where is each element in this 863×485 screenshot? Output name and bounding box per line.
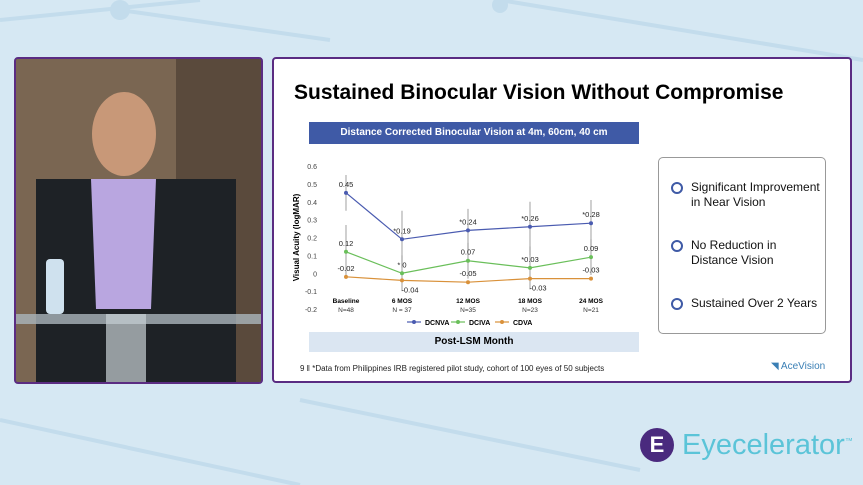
y-tick-label: 0.6	[307, 164, 317, 171]
legend-marker	[456, 320, 460, 324]
x-tick-n: N=35	[460, 307, 476, 314]
page-number: 9	[300, 364, 305, 373]
data-point	[589, 276, 593, 281]
acevision-logo: ◥ AceVision	[771, 361, 826, 372]
footnote-text: *Data from Philippines IRB registered pi…	[312, 364, 605, 373]
key-points-panel: Significant Improvement in Near Vision N…	[658, 157, 826, 334]
bullet-item: No Reduction in Distance Vision	[671, 238, 825, 268]
y-tick-label: -0.1	[305, 289, 317, 296]
data-point	[344, 274, 348, 279]
bullet-text: Sustained Over 2 Years	[691, 296, 818, 310]
data-label: 0.07	[461, 248, 476, 257]
circle-bullet-icon	[671, 298, 683, 310]
data-point	[528, 276, 532, 281]
y-tick-label: 0	[313, 271, 317, 278]
x-tick-n: N = 37	[392, 307, 412, 314]
bullet-text: No Reduction in Distance Vision	[691, 238, 777, 267]
data-label: -0.03	[582, 266, 599, 275]
y-tick-label: -0.2	[305, 307, 317, 314]
x-tick-n: N=48	[338, 307, 354, 314]
legend-label: DCNVA	[425, 320, 449, 327]
y-axis-label: Visual Acuity (logMAR)	[292, 193, 301, 281]
data-label: 0.12	[339, 239, 354, 248]
x-tick-label: 6 MOS	[392, 298, 413, 305]
data-label: *0.26	[521, 214, 539, 223]
y-tick-label: 0.5	[307, 182, 317, 189]
data-label: *0.03	[521, 255, 539, 264]
data-label: * 0	[397, 260, 406, 269]
data-point	[466, 280, 470, 285]
y-tick-label: 0.4	[307, 200, 317, 207]
x-axis-banner: Post-LSM Month	[309, 332, 639, 352]
data-label: *0.24	[459, 217, 477, 226]
logo-text: AceVision	[780, 361, 826, 372]
speaker-image	[16, 59, 261, 382]
y-tick-label: 0.3	[307, 218, 317, 225]
brand-name: Eyecelerator™	[682, 429, 853, 462]
data-point	[466, 228, 470, 233]
data-point	[528, 224, 532, 229]
chart-banner: Distance Corrected Binocular Vision at 4…	[309, 122, 639, 144]
data-point	[344, 249, 348, 254]
circle-bullet-icon	[671, 182, 683, 194]
bullet-text: Significant Improvement in Near Vision	[691, 180, 820, 209]
eyecelerator-brand: E Eyecelerator™	[640, 428, 853, 462]
legend-label: CDVA	[513, 320, 532, 327]
bullet-item: Significant Improvement in Near Vision	[671, 180, 825, 210]
x-tick-label: Baseline	[333, 298, 360, 305]
data-label: *0.28	[582, 210, 600, 219]
x-tick-n: N=21	[583, 307, 599, 314]
x-tick-label: 18 MOS	[518, 298, 543, 305]
eyecelerator-logo-icon: E	[640, 428, 674, 462]
circle-bullet-icon	[671, 240, 683, 252]
y-tick-label: 0.1	[307, 253, 317, 260]
data-point	[400, 271, 404, 276]
legend-label: DCIVA	[469, 320, 490, 327]
data-point	[589, 255, 593, 260]
x-tick-label: 24 MOS	[579, 298, 604, 305]
data-point	[400, 237, 404, 242]
data-label: -0.05	[459, 269, 476, 278]
data-point	[400, 278, 404, 283]
data-label: *0.19	[393, 226, 411, 235]
slide-title: Sustained Binocular Vision Without Compr…	[294, 81, 784, 104]
data-label: 0.45	[339, 180, 354, 189]
line-chart: 0.6 0.5 0.4 0.3 0.2 0.1 0 -0.1 -0.2 Visual Acuity…	[292, 164, 604, 327]
trademark: ™	[844, 435, 853, 445]
data-point	[528, 265, 532, 270]
legend-marker	[500, 320, 504, 324]
data-label: -0.04	[401, 285, 418, 294]
series-line-dcnva	[345, 192, 592, 240]
bullet-item: Sustained Over 2 Years	[671, 296, 817, 311]
footnote: 9 ‖ *Data from Philippines IRB registere…	[300, 364, 605, 373]
data-point	[466, 258, 470, 263]
y-tick-label: 0.2	[307, 236, 317, 243]
data-label: -0.02	[337, 264, 354, 273]
x-tick-label: 12 MOS	[456, 298, 481, 305]
data-label: 0.09	[584, 244, 599, 253]
presentation-slide: Sustained Binocular Vision Without Compr…	[272, 57, 852, 383]
x-tick-n: N=23	[522, 307, 538, 314]
data-point	[589, 221, 593, 226]
brand-text: Eyecelerator	[682, 428, 845, 461]
data-label: -0.03	[529, 284, 546, 293]
data-point	[344, 190, 348, 195]
legend-marker	[412, 320, 416, 324]
speaker-video	[14, 57, 263, 384]
